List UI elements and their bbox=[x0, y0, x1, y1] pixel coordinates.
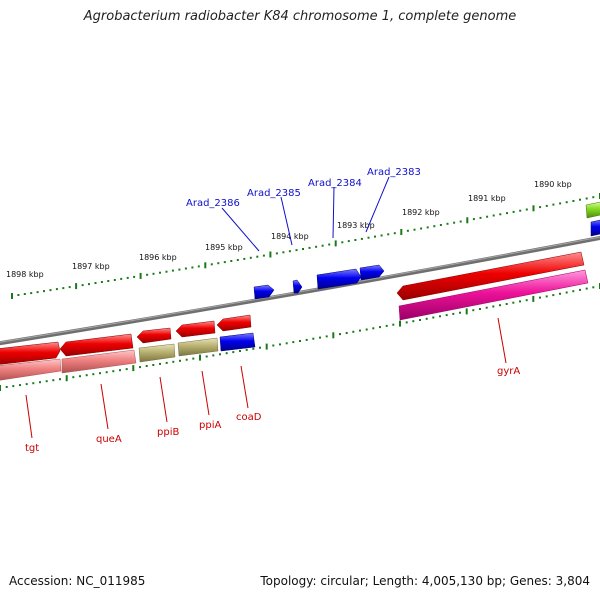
feature-gyrA-bar[interactable] bbox=[398, 269, 589, 321]
gene-queA-arrow[interactable] bbox=[59, 333, 134, 357]
gene-label-tgt[interactable]: tgt bbox=[25, 443, 39, 454]
gene-label-ppiA[interactable]: ppiA bbox=[199, 420, 221, 431]
scale-label-1897: 1897 kbp bbox=[72, 262, 110, 271]
feature-ppiB-bar[interactable] bbox=[138, 343, 176, 363]
gene-rightedge-blue-arrow[interactable] bbox=[590, 219, 600, 237]
callout-line-arad2385 bbox=[280, 196, 293, 246]
scale-ticks-lower bbox=[0, 283, 600, 391]
genome-summary-text: Topology: circular; Length: 4,005,130 bp… bbox=[260, 574, 590, 588]
scale-label-1898: 1898 kbp bbox=[6, 270, 44, 279]
scale-label-1892: 1892 kbp bbox=[402, 208, 440, 217]
gene-Arad_2384-arrow[interactable] bbox=[316, 268, 362, 290]
scale-label-1891: 1891 kbp bbox=[468, 194, 506, 203]
scale-label-1893: 1893 kbp bbox=[337, 221, 375, 230]
gene-label-ppiB[interactable]: ppiB bbox=[157, 427, 179, 438]
gene-ppiB-arrow[interactable] bbox=[136, 327, 172, 344]
gene-Arad_2385-arrow[interactable] bbox=[292, 279, 303, 294]
callout-line-coaD bbox=[240, 365, 249, 409]
callout-line-ppiB bbox=[159, 376, 168, 423]
gene-coaD-arrow[interactable] bbox=[216, 314, 252, 332]
feature-queA-bar[interactable] bbox=[61, 349, 137, 374]
accession-text: Accession: NC_011985 bbox=[9, 574, 146, 588]
callout-line-arad2384 bbox=[332, 186, 335, 239]
gene-label-queA[interactable]: queA bbox=[96, 434, 122, 445]
genome-backbone-highlight bbox=[0, 236, 600, 343]
callout-line-tgt bbox=[25, 394, 33, 439]
gene-label-Arad_2384[interactable]: Arad_2384 bbox=[308, 178, 362, 189]
callout-line-arad2386 bbox=[221, 207, 260, 252]
gene-Arad_2386-arrow[interactable] bbox=[253, 284, 275, 300]
callout-line-ppiA bbox=[201, 370, 210, 416]
feature-tgt-bar[interactable] bbox=[0, 358, 62, 381]
feature-ppiA-bar[interactable] bbox=[177, 337, 219, 357]
gene-Arad_2383-arrow[interactable] bbox=[359, 264, 385, 281]
scale-ticks-upper bbox=[11, 193, 600, 299]
callout-line-arad2383 bbox=[365, 176, 390, 233]
gene-tgt-arrow[interactable] bbox=[0, 341, 61, 365]
gene-label-Arad_2386[interactable]: Arad_2386 bbox=[186, 198, 240, 209]
scale-label-1896: 1896 kbp bbox=[139, 253, 177, 262]
callout-line-queA bbox=[100, 383, 109, 430]
scale-label-1890: 1890 kbp bbox=[534, 180, 572, 189]
scale-label-1895: 1895 kbp bbox=[205, 243, 243, 252]
gene-label-Arad_2385[interactable]: Arad_2385 bbox=[247, 188, 301, 199]
gene-label-Arad_2383[interactable]: Arad_2383 bbox=[367, 167, 421, 178]
feature-coaD-bar[interactable] bbox=[219, 332, 256, 352]
genome-backbone bbox=[0, 235, 600, 346]
gene-label-coaD[interactable]: coaD bbox=[236, 412, 262, 423]
gene-ppiA-arrow[interactable] bbox=[175, 320, 216, 338]
gene-rightedge-lime-arrow[interactable] bbox=[585, 201, 600, 219]
callout-line-gyrA bbox=[497, 317, 507, 364]
map-title: Agrobacterium radiobacter K84 chromosome… bbox=[83, 9, 517, 24]
gene-gyrA-arrow[interactable] bbox=[396, 251, 585, 301]
gene-label-gyrA[interactable]: gyrA bbox=[497, 366, 520, 377]
